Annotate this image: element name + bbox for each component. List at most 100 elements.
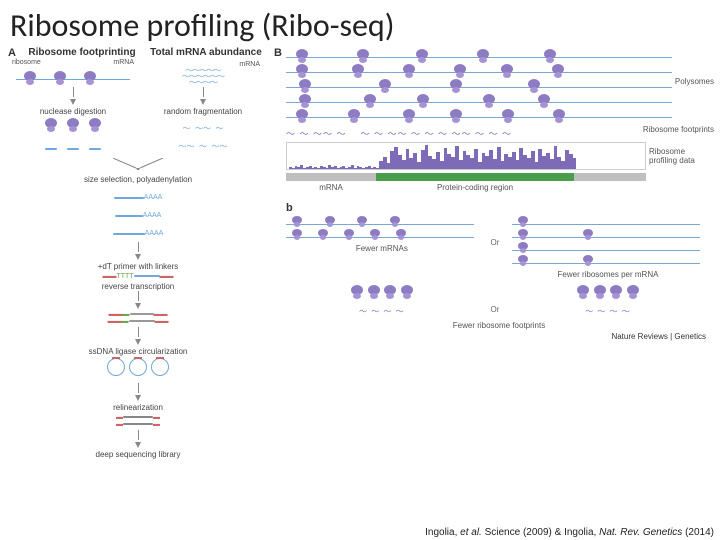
ribosome-icon — [627, 285, 639, 299]
panel-a-label: A — [8, 47, 16, 59]
ribosome-icon — [299, 94, 311, 108]
ribosome-icon — [594, 285, 606, 299]
ribosome-icon — [370, 229, 380, 240]
ribosome-icon — [450, 109, 462, 123]
ribosome-icon — [450, 79, 462, 93]
or-label: Or — [482, 285, 508, 314]
plasmid-icon — [129, 358, 147, 376]
ribosome-icon — [538, 94, 550, 108]
mrna-wavy: 〜〜〜〜 — [138, 80, 268, 86]
ribosome-icon — [344, 229, 354, 240]
ribosome-icon — [518, 229, 528, 240]
ribosome-icon — [553, 109, 565, 123]
ribosome-icon — [483, 94, 495, 108]
citation-part: et al. — [460, 527, 482, 538]
ribosome-icon — [357, 49, 369, 63]
footprints-row: 〜 〜 〜〜 〜 〜 〜 〜〜 〜 〜 〜 〜〜 〜 〜 〜 Ribosome … — [286, 127, 712, 140]
ribosome-icon — [84, 71, 96, 85]
ribosome-icon — [54, 71, 66, 85]
profiling-data-label: Ribosome profiling data — [649, 147, 701, 165]
gene-model: mRNA Protein-coding region — [286, 173, 646, 192]
ribosome-icon — [583, 255, 593, 266]
polysomes-diagram: Polysomes — [286, 51, 712, 123]
ribosome-icon — [401, 285, 413, 299]
fewer-ribosomes-caption: Fewer ribosomes per mRNA — [512, 270, 704, 279]
figure-container: A Ribosome footprinting Total mRNA abund… — [0, 47, 720, 459]
citation: Ingolia, et al. Science (2009) & Ingolia… — [425, 527, 714, 538]
axis-cds-label: Protein-coding region — [376, 183, 574, 192]
plasmid-icon — [107, 358, 125, 376]
citation-part: (2014) — [682, 527, 714, 538]
ribosome-icon — [501, 64, 513, 78]
ribosome-icon — [403, 109, 415, 123]
ribosome-icon — [518, 255, 528, 266]
step-dt-primer: +dT primer with linkers — [8, 262, 268, 271]
fewer-footprints-caption: Fewer ribosome footprints — [286, 321, 712, 330]
fewer-mrnas-group: Fewer mRNAs — [286, 218, 478, 253]
ribosome-icon — [296, 49, 308, 63]
ribosome-icon — [325, 216, 335, 227]
ribosome-icon — [577, 285, 589, 299]
polya-tail: AAAA — [143, 212, 162, 219]
header-total-mrna: Total mRNA abundance — [144, 47, 268, 58]
polysomes-label: Polysomes — [675, 77, 714, 86]
ribosome-icon — [390, 216, 400, 227]
ribosome-icon — [299, 79, 311, 93]
ribosome-icon — [357, 216, 367, 227]
mrna-label-1: mRNA — [113, 59, 134, 66]
fewer-mrnas-caption: Fewer mRNAs — [286, 244, 478, 253]
ribosome-icon — [292, 216, 302, 227]
ribosome-label: ribosome — [12, 59, 41, 66]
fewer-ribosomes-group: Fewer ribosomes per mRNA — [512, 218, 704, 279]
ribosome-icon — [45, 118, 57, 132]
ribosome-icon — [368, 285, 380, 299]
step-relinearization: relinearization — [8, 403, 268, 412]
step-deep-seq: deep sequencing library — [8, 450, 268, 459]
ribosome-icon — [552, 64, 564, 78]
journal-tag: Nature Reviews | Genetics — [274, 332, 712, 341]
ribosome-icon — [379, 79, 391, 93]
ribosome-icon — [518, 216, 528, 227]
page-title: Ribosome profiling (Ribo-seq) — [0, 0, 720, 47]
step-random: random fragmentation — [138, 107, 268, 116]
step-ligase: ssDNA ligase circularization — [8, 347, 268, 356]
ribosome-icon — [518, 242, 528, 253]
ribosome-icon — [544, 49, 556, 63]
ribosome-icon — [384, 285, 396, 299]
ribosome-icon — [583, 229, 593, 240]
step-nuclease: nuclease digestion — [8, 107, 138, 116]
ribosome-icon — [348, 109, 360, 123]
panel-b: B Polysomes 〜 〜 〜〜 〜 〜 〜 〜〜 〜 〜 〜 〜〜 〜 〜… — [274, 47, 712, 459]
panel-b-top-label: B — [274, 47, 282, 59]
ribosome-icon — [292, 229, 302, 240]
polya-tail: AAAA — [145, 230, 164, 237]
ribosome-icon — [364, 94, 376, 108]
ribosome-icon — [416, 49, 428, 63]
ribosome-icon — [296, 64, 308, 78]
profiling-histogram: Ribosome profiling data — [286, 142, 646, 170]
polya-tail: AAAA — [144, 194, 163, 201]
ribosome-icon — [454, 64, 466, 78]
panel-a: A Ribosome footprinting Total mRNA abund… — [8, 47, 268, 459]
step-size-selection: size selection, polyadenylation — [8, 175, 268, 184]
header-footprinting: Ribosome footprinting — [20, 47, 144, 58]
ribosome-icon — [67, 118, 79, 132]
ribosome-icon — [396, 229, 406, 240]
panel-b-bottom-label: b — [286, 202, 293, 214]
ribosome-icon — [351, 285, 363, 299]
footprints-label: Ribosome footprints — [643, 125, 714, 134]
ribosome-icon — [528, 79, 540, 93]
axis-mrna-label: mRNA — [286, 183, 376, 192]
ribosome-icon — [403, 64, 415, 78]
ribosome-icon — [352, 64, 364, 78]
citation-part: Science (2009) & Ingolia, — [482, 527, 599, 538]
or-label: Or — [482, 218, 508, 247]
ribosome-icon — [318, 229, 328, 240]
citation-part: Ingolia, — [425, 527, 460, 538]
plasmid-icon — [151, 358, 169, 376]
ribosome-icon — [24, 71, 36, 85]
step-reverse-transcription: reverse transcription — [8, 282, 268, 291]
ribosome-icon — [502, 109, 514, 123]
ribosome-icon — [477, 49, 489, 63]
ribosome-icon — [89, 118, 101, 132]
